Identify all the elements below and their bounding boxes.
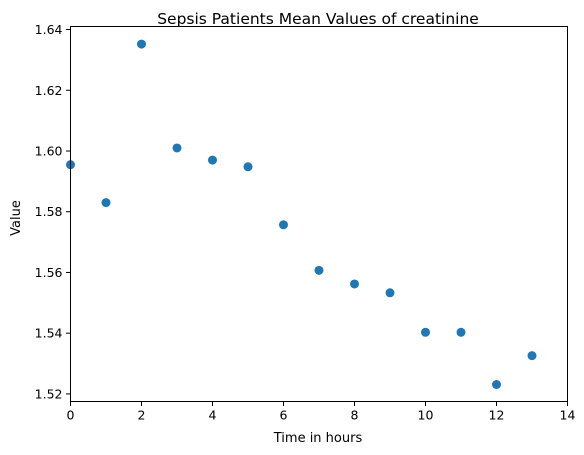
data-point — [385, 288, 395, 298]
plot-frame — [70, 26, 568, 402]
data-point — [208, 155, 217, 165]
data-point — [243, 162, 253, 172]
y-tick-label: 1.56 — [35, 265, 63, 280]
data-point — [421, 327, 430, 337]
data-point — [279, 220, 288, 230]
x-axis-ticks: 0 2 4 6 8 10 12 14 — [67, 401, 576, 423]
x-tick-label: 6 — [280, 408, 288, 423]
x-tick-label: 8 — [351, 408, 359, 423]
x-tick-label: 10 — [418, 408, 434, 423]
y-tick-label: 1.64 — [35, 22, 63, 37]
y-axis-ticks: 1.52 1.54 1.56 1.58 1.60 1.62 1.64 — [35, 22, 71, 401]
x-tick-label: 4 — [209, 408, 217, 423]
x-tick-label: 14 — [560, 408, 576, 423]
x-axis-label: Time in hours — [273, 431, 363, 446]
x-tick-label: 2 — [138, 408, 146, 423]
data-point — [172, 143, 182, 153]
y-tick-label: 1.58 — [35, 204, 63, 219]
y-tick-label: 1.62 — [35, 83, 63, 98]
data-points — [66, 39, 537, 389]
y-tick-label: 1.52 — [35, 386, 63, 401]
data-point — [492, 379, 501, 389]
y-tick-label: 1.60 — [35, 143, 63, 158]
data-point — [101, 198, 111, 208]
data-point — [527, 351, 537, 361]
data-point — [350, 279, 359, 289]
chart-title: Sepsis Patients Mean Values of creatinin… — [157, 10, 479, 28]
data-point — [456, 327, 466, 337]
y-tick-label: 1.54 — [35, 326, 63, 341]
data-point — [137, 39, 146, 49]
y-axis-label: Value — [9, 200, 24, 236]
x-tick-label: 12 — [489, 408, 505, 423]
x-tick-label: 0 — [67, 408, 75, 423]
data-point — [314, 265, 324, 275]
